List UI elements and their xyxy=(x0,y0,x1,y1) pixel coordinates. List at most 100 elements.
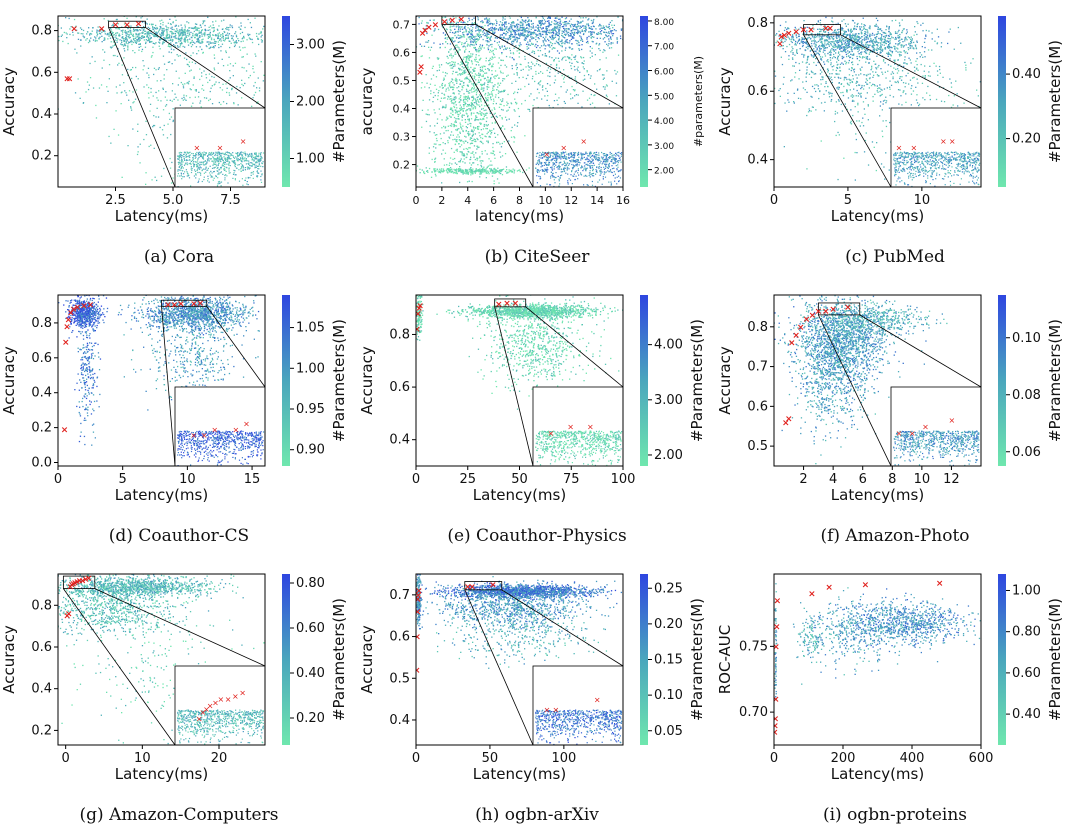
zoom-inset xyxy=(532,107,624,188)
pareto-point: × xyxy=(413,325,421,335)
colorbar-tick-label: 0.20 xyxy=(654,617,683,632)
colorbar xyxy=(998,295,1006,466)
pareto-point: × xyxy=(495,300,503,310)
y-tick-label: 0.4 xyxy=(747,153,768,168)
pareto-point: × xyxy=(778,33,786,43)
subfigure-caption: (d) Coauthor-CS xyxy=(0,526,358,546)
scatter-plot: ××××××××× × × ×0 2 4 6 8 10 12 14 160.20.30.40.50.6… xyxy=(358,15,705,225)
zoom-connector xyxy=(161,306,176,467)
x-tick-label: 8 xyxy=(888,472,896,487)
colorbar-label: #parameters(M) xyxy=(692,56,705,147)
scatter-plot: × ×××××××× ×× ×0 50 1000.40.50.60.7Latency(ms… xyxy=(358,573,706,783)
x-tick-label: 6 xyxy=(859,472,867,487)
pareto-point: × xyxy=(63,612,71,622)
x-tick-label: 0 xyxy=(770,193,778,208)
zoom-connector xyxy=(441,24,534,188)
x-tick-label: 5 xyxy=(844,193,852,208)
subfigure-caption: (f) Amazon-Photo xyxy=(716,526,1074,546)
x-tick-label: 0 xyxy=(412,751,420,766)
zoom-connector xyxy=(206,306,266,388)
colorbar-tick-label: 0.10 xyxy=(654,688,683,703)
pareto-point: × xyxy=(803,315,811,325)
pareto-point: × xyxy=(62,338,70,348)
y-tick-label: 0.4 xyxy=(31,107,52,122)
colorbar-tick-label: 1.00 xyxy=(296,361,325,376)
x-tick-label: 2.5 xyxy=(105,193,126,208)
pareto-point: × xyxy=(414,591,422,601)
pareto-point: × xyxy=(781,31,789,41)
pareto-point: × xyxy=(190,300,198,310)
zoom-connector xyxy=(464,589,534,746)
pareto-point: × xyxy=(63,75,71,85)
colorbar-tick-label: 0.90 xyxy=(296,443,325,458)
x-tick-label: 0 xyxy=(770,751,778,766)
x-tick-label: 5.0 xyxy=(163,193,184,208)
pareto-point: × xyxy=(414,309,422,319)
zoom-inset xyxy=(890,107,982,188)
inset-pareto-point: × xyxy=(225,695,232,704)
axes-frame xyxy=(773,294,982,467)
subfigure-caption: (b) CiteSeer xyxy=(358,247,716,267)
y-tick-label: 0.4 xyxy=(31,682,52,697)
x-tick-label: 100 xyxy=(611,472,636,487)
pareto-point: × xyxy=(80,301,88,311)
inset-pareto-point: × xyxy=(910,144,917,153)
pareto-point: × xyxy=(503,299,511,309)
inset-pareto-point: × xyxy=(201,431,208,440)
inset-dots xyxy=(177,151,265,188)
pareto-point: × xyxy=(87,301,95,311)
chart-panel: × × × × × × × × × × × × 0 50 100 0.4 0.5 0.6 0.7 Latency(ms… xyxy=(358,558,716,837)
inset-dots xyxy=(893,151,981,188)
x-tick-label: 2 xyxy=(438,194,445,207)
x-tick-label: 16 xyxy=(616,194,630,207)
pareto-point: × xyxy=(74,303,82,313)
zoom-region-box xyxy=(817,302,861,316)
y-tick-label: 0.4 xyxy=(393,103,411,116)
x-tick-label: 20 xyxy=(211,751,228,766)
colorbar-tick-label: 0.06 xyxy=(1012,445,1041,460)
pareto-point: × xyxy=(63,322,71,332)
inset-dots xyxy=(177,709,265,745)
x-tick-label: 10 xyxy=(914,472,931,487)
inset-pareto-point: × xyxy=(243,420,250,429)
pareto-point: × xyxy=(425,23,433,33)
colorbar-tick-label: 2.00 xyxy=(654,167,674,177)
y-tick-label: 0.4 xyxy=(31,386,52,401)
zoom-connector xyxy=(803,34,892,188)
x-tick-label: 10 xyxy=(538,194,552,207)
inset-pareto-point: × xyxy=(190,431,197,440)
scatter-plot: × ×× ××××××××××× ××× ××0 5 10 150.00.20.40.60.8… xyxy=(0,294,348,504)
x-tick-label: 0 xyxy=(54,472,62,487)
architecture-dots xyxy=(416,295,623,437)
inset-pareto-point: × xyxy=(922,423,929,432)
x-tick-label: 8 xyxy=(516,194,523,207)
scatter-plot: ×× ××××× × × ×0 25 50 75 1000.40.60.8Latency(ms)… xyxy=(358,294,706,504)
pareto-point: × xyxy=(65,315,73,325)
y-tick-label: 0.7 xyxy=(393,18,411,31)
pareto-point: × xyxy=(792,27,800,37)
colorbar-label: #Parameters(M) xyxy=(330,319,348,442)
pareto-points: ××××××××××× xyxy=(772,579,943,738)
pareto-point: × xyxy=(421,26,429,36)
colorbar-tick-label: 4.00 xyxy=(654,338,683,353)
pareto-point: × xyxy=(468,583,476,593)
colorbar xyxy=(282,295,290,466)
chart-panel: × × × × × × × × × × × × × × × 2 4 6 8 10 12 0.5 0.6 0.7 0.8 Laten… xyxy=(716,279,1074,558)
x-tick-label: 25 xyxy=(459,472,476,487)
pareto-point: × xyxy=(807,26,815,36)
x-tick-label: 200 xyxy=(831,751,856,766)
zoom-connector xyxy=(108,27,176,188)
pareto-point: × xyxy=(785,29,793,39)
pareto-point: × xyxy=(772,695,780,705)
pareto-point: × xyxy=(815,307,823,317)
inset-pareto-point: × xyxy=(218,695,225,704)
inset-pareto-point: × xyxy=(949,416,956,425)
inset-pareto-point: × xyxy=(211,425,218,434)
y-tick-label: 0.8 xyxy=(31,316,52,331)
colorbar-tick-label: 0.40 xyxy=(1012,707,1041,722)
pareto-point: × xyxy=(773,623,781,633)
pareto-point: × xyxy=(797,323,805,333)
colorbar xyxy=(998,574,1006,745)
y-axis-label: Accuracy xyxy=(358,625,376,694)
inset-dots xyxy=(535,709,623,746)
